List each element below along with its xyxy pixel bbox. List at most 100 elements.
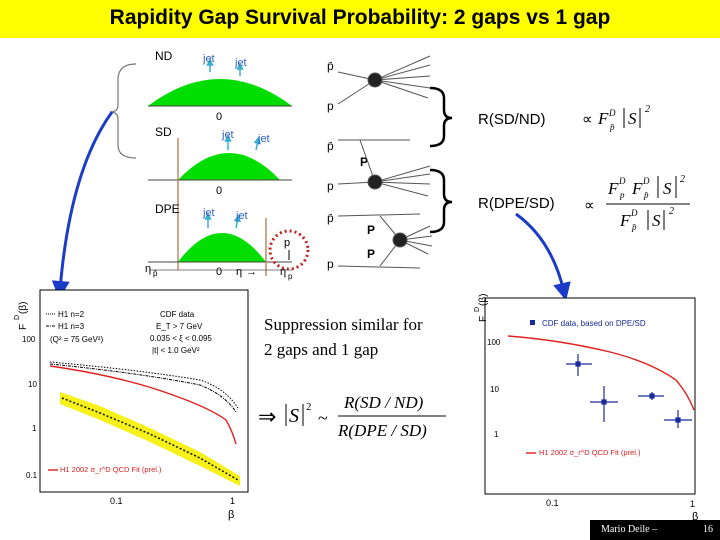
eta-arrow: → bbox=[246, 266, 257, 278]
proton-label: p bbox=[284, 237, 290, 249]
slide-title: Rapidity Gap Survival Probability: 2 gap… bbox=[109, 6, 611, 29]
sd-label: SD bbox=[155, 125, 172, 139]
eta-p-label: η bbox=[280, 266, 286, 278]
legend-t: |t| < 1.0 GeV² bbox=[152, 346, 200, 355]
page-number: 16 bbox=[703, 524, 713, 535]
jet-label: jet bbox=[257, 133, 270, 145]
suppression-note: Suppression similar for 2 gaps and 1 gap bbox=[264, 312, 484, 362]
svg-text:D: D bbox=[618, 176, 626, 186]
right-xtick: 1 bbox=[690, 499, 695, 509]
ratio-dpe-sd: R(DPE/SD) ∝ F D p F D p̄ S 2 F D p̄ S 2 bbox=[478, 174, 690, 232]
equation-numerator: R(SD / ND) bbox=[343, 393, 424, 412]
svg-text:2: 2 bbox=[669, 206, 674, 217]
survival-equation: ⇒ S 2 ~ R(SD / ND) R(DPE / SD) bbox=[258, 393, 446, 440]
note-line-1: Suppression similar for bbox=[264, 315, 423, 334]
left-fit-label: H1 2002 σ_r^D QCD Fit (prel.) bbox=[60, 465, 162, 474]
nd-label: ND bbox=[155, 49, 173, 63]
pbar-label: p̄ bbox=[327, 211, 334, 225]
dpe-sd-brace bbox=[429, 168, 453, 234]
svg-text:2: 2 bbox=[680, 174, 685, 185]
zero-label: 0 bbox=[216, 266, 222, 278]
right-plot-ylabel-sup: D bbox=[474, 307, 481, 312]
right-ytick: 100 bbox=[487, 338, 501, 347]
left-ytick: 100 bbox=[22, 335, 36, 344]
right-ytick: 10 bbox=[490, 385, 499, 394]
svg-text:S: S bbox=[652, 211, 661, 230]
braces bbox=[109, 63, 453, 234]
right-xtick: 0.1 bbox=[546, 498, 559, 508]
left-ytick: 10 bbox=[28, 380, 37, 389]
jet-label: jet bbox=[202, 53, 215, 65]
legend-et: E_T > 7 GeV bbox=[156, 322, 203, 331]
left-plot-frame bbox=[39, 289, 249, 493]
svg-text:F: F bbox=[619, 211, 631, 230]
svg-text:2: 2 bbox=[645, 104, 650, 115]
note-line-2: 2 gaps and 1 gap bbox=[264, 340, 379, 359]
left-plot: F D (β) 100 10 1 0.1 0.1 1 β H1 n=2 H1 n… bbox=[14, 289, 249, 521]
sd-nd-brace bbox=[429, 86, 453, 148]
eta-pbar-sub: p̄ bbox=[153, 269, 158, 278]
ratio-sd-nd: R(SD/ND) ∝ F D p̄ S 2 bbox=[478, 104, 650, 132]
right-fit-curve bbox=[507, 335, 695, 411]
legend-q2: (Q² = 75 GeV²) bbox=[50, 335, 103, 344]
zero-label: 0 bbox=[216, 111, 222, 123]
propto-symbol: ∝ bbox=[584, 197, 595, 214]
left-xlabel: β bbox=[228, 509, 234, 521]
svg-text:S: S bbox=[628, 109, 637, 128]
exponent: 2 bbox=[306, 401, 312, 413]
right-fit-label: H1 2002 σ_r^D QCD Fit (prel.) bbox=[539, 448, 641, 457]
left-plot-ylabel-sup: D bbox=[14, 315, 21, 320]
dpe-green-dome bbox=[178, 233, 266, 262]
formula-dpe-sd: F D p F D p̄ S 2 F D p̄ S 2 bbox=[606, 174, 690, 232]
jet-arrow-icon bbox=[253, 136, 261, 151]
right-plot-ylabel: F bbox=[478, 316, 489, 322]
eta-p-sub: p bbox=[288, 272, 293, 281]
right-ytick: 1 bbox=[494, 430, 499, 439]
svg-text:D: D bbox=[630, 208, 638, 218]
svg-text:F: F bbox=[597, 109, 609, 128]
left-ytick: 1 bbox=[32, 424, 37, 433]
ratio-sd-nd-label: R(SD/ND) bbox=[478, 111, 546, 128]
implies-symbol: ⇒ bbox=[258, 404, 276, 429]
svg-text:F: F bbox=[607, 179, 619, 198]
p-label: p bbox=[327, 99, 334, 113]
svg-text:D: D bbox=[642, 176, 650, 186]
p-label: p bbox=[327, 179, 334, 193]
arrow-to-right-plot-icon bbox=[515, 212, 571, 301]
eta-pbar-label: η bbox=[145, 263, 151, 275]
pomeron-label: P bbox=[367, 247, 375, 261]
footer-author: Mario Deile – bbox=[601, 524, 658, 535]
arrow-to-left-plot-icon bbox=[51, 111, 114, 299]
legend-cdf-data: CDF data bbox=[160, 310, 195, 319]
pbar-label: p̄ bbox=[327, 139, 334, 153]
svg-text:S: S bbox=[289, 405, 299, 427]
title-bar bbox=[0, 0, 720, 38]
jet-label: jet bbox=[234, 57, 247, 69]
pomeron-label: P bbox=[360, 155, 368, 169]
h1-n3-curve bbox=[49, 363, 237, 413]
blue-arrows bbox=[51, 111, 571, 301]
left-plot-ylabel: F bbox=[18, 324, 29, 330]
left-brace bbox=[109, 63, 137, 159]
right-data-points bbox=[566, 354, 692, 428]
svg-text:D: D bbox=[608, 108, 616, 118]
nd-diagram: ND jet jet 0 bbox=[148, 49, 292, 123]
fit-curve-red bbox=[49, 365, 237, 445]
pbar-label: p̄ bbox=[327, 59, 334, 73]
dpe-diagram: DPE jet jet p 0 η p̄ η → η p bbox=[145, 202, 310, 281]
p-label: p bbox=[327, 257, 334, 271]
svg-text:F: F bbox=[631, 179, 643, 198]
right-plot-ylabel-arg: (β) bbox=[478, 294, 489, 306]
left-xtick: 1 bbox=[230, 496, 235, 506]
footer-bar bbox=[590, 520, 720, 540]
zero-label: 0 bbox=[216, 185, 222, 197]
sd-diagram: SD jet jet 0 bbox=[148, 125, 292, 270]
legend-h1-n2: H1 n=2 bbox=[58, 310, 85, 319]
proton-highlight-circle bbox=[268, 229, 310, 271]
svg-text:p̄: p̄ bbox=[631, 222, 637, 232]
nd-green-dome bbox=[148, 79, 292, 106]
feynman-graphs: p̄ p p̄ P p p̄ P P p bbox=[327, 55, 433, 271]
jet-label: jet bbox=[202, 207, 215, 219]
equation-denominator: R(DPE / SD) bbox=[337, 421, 427, 440]
